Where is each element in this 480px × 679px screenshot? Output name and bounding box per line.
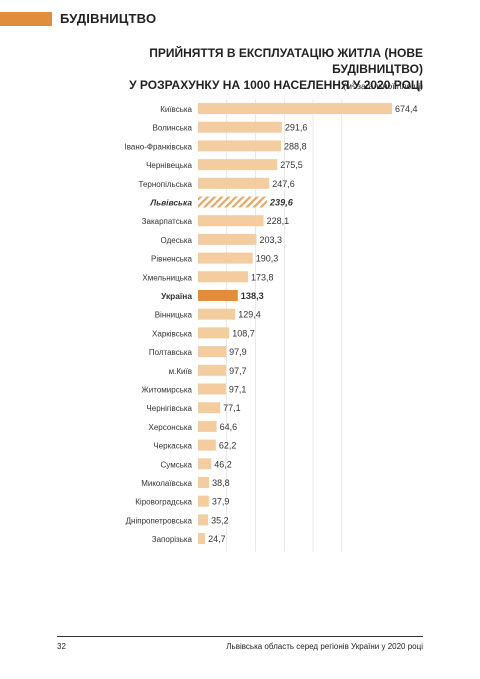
category-label: Волинська: [153, 124, 193, 133]
bar: [198, 420, 217, 432]
category-label: Рівненська: [151, 255, 192, 264]
bar: [198, 215, 264, 227]
bar: [198, 477, 210, 488]
category-label: Запорізька: [152, 535, 193, 544]
bar: [198, 177, 270, 189]
category-label: Тернопільська: [139, 180, 193, 189]
category-label: Івано-Франківська: [125, 142, 193, 151]
category-label: Закарпатська: [142, 217, 193, 226]
bar: [198, 327, 230, 339]
bar: [198, 140, 282, 152]
value-label: 46,2: [214, 459, 232, 469]
category-label: Україна: [161, 291, 192, 301]
footer-caption: Львівська область серед регіонів України…: [226, 642, 423, 651]
bar: [198, 308, 236, 320]
bar: [198, 290, 238, 301]
category-label: Чернігівська: [146, 404, 192, 413]
bar: [198, 364, 227, 376]
value-label: 129,4: [238, 310, 261, 320]
bar: [198, 103, 392, 114]
bar: [198, 233, 257, 245]
value-label: 97,9: [229, 347, 247, 357]
category-label: Вінницька: [155, 311, 193, 320]
bar: [198, 196, 267, 208]
chart-subtitle: (м² загальної площі): [343, 81, 423, 91]
category-label: Львівська: [149, 198, 192, 208]
bar: [198, 458, 212, 470]
value-label: 97,1: [229, 385, 247, 395]
chart-value-labels: 674,4 291,6 288,8 275,5 247,6 239,6 228,1 203,3…: [208, 104, 417, 544]
category-label: Одеська: [161, 236, 193, 245]
bar: [198, 271, 248, 283]
category-label: Кіровоградська: [135, 498, 192, 507]
value-label: 35,2: [211, 515, 229, 525]
page-number: 32: [57, 642, 66, 651]
value-label: 674,4: [395, 104, 418, 114]
value-label: 203,3: [259, 235, 282, 245]
value-label: 24,7: [208, 534, 226, 544]
value-label: 97,7: [229, 366, 247, 376]
value-label: 228,1: [267, 216, 290, 226]
category-label: Херсонська: [149, 423, 193, 432]
category-label: Чернівецька: [146, 161, 192, 170]
value-label: 247,6: [272, 179, 295, 189]
category-label: Дніпропетровська: [126, 516, 193, 525]
value-label: 38,8: [212, 478, 230, 488]
category-label: Хмельницька: [142, 273, 192, 282]
bar: [198, 514, 209, 526]
bar: [198, 252, 253, 264]
bar: [198, 121, 282, 133]
chart-title-line-2: У РОЗРАХУНКУ НА 1000 НАСЕЛЕННЯ У 2020 РО…: [129, 78, 423, 92]
value-label: 291,6: [285, 123, 308, 133]
chart-title: ПРИЙНЯТТЯ В ЕКСПЛУАТАЦІЮ ЖИТЛА (НОВЕ БУД…: [60, 45, 423, 93]
chart-grid: [226, 99, 343, 552]
bar: [198, 159, 278, 171]
value-label: 77,1: [223, 403, 241, 413]
chart-bars: [198, 103, 392, 545]
category-label: Черкаська: [153, 442, 192, 451]
category-label: м.Київ: [169, 367, 192, 376]
value-label: 288,8: [284, 141, 307, 151]
bar: [198, 402, 221, 414]
value-label: 239,6: [269, 198, 294, 208]
bar: [198, 439, 216, 451]
chart-category-labels: Київська Волинська Івано-Франківська Чернів…: [125, 105, 193, 544]
category-label: Полтавська: [149, 348, 193, 357]
footer-divider: [57, 636, 423, 637]
value-label: 108,7: [232, 328, 255, 338]
bar: [198, 383, 226, 395]
section-title: БУДІВНИЦТВО: [60, 11, 157, 26]
value-label: 62,2: [219, 441, 237, 451]
category-label: Сумська: [161, 460, 193, 469]
value-label: 64,6: [220, 422, 238, 432]
value-label: 173,8: [251, 272, 274, 282]
category-label: Харківська: [152, 329, 193, 338]
value-label: 138,3: [241, 291, 264, 301]
value-label: 37,9: [212, 497, 230, 507]
value-label: 275,5: [280, 160, 303, 170]
bar: [198, 533, 206, 545]
bar: [198, 346, 227, 358]
section-header-bar: [0, 12, 52, 26]
bar: [198, 495, 209, 507]
category-label: Київська: [160, 105, 192, 114]
category-label: Миколаївська: [141, 479, 192, 488]
value-label: 190,3: [256, 254, 279, 264]
chart-title-line-1: ПРИЙНЯТТЯ В ЕКСПЛУАТАЦІЮ ЖИТЛА (НОВЕ БУД…: [149, 46, 423, 76]
category-label: Житомирська: [141, 386, 192, 395]
